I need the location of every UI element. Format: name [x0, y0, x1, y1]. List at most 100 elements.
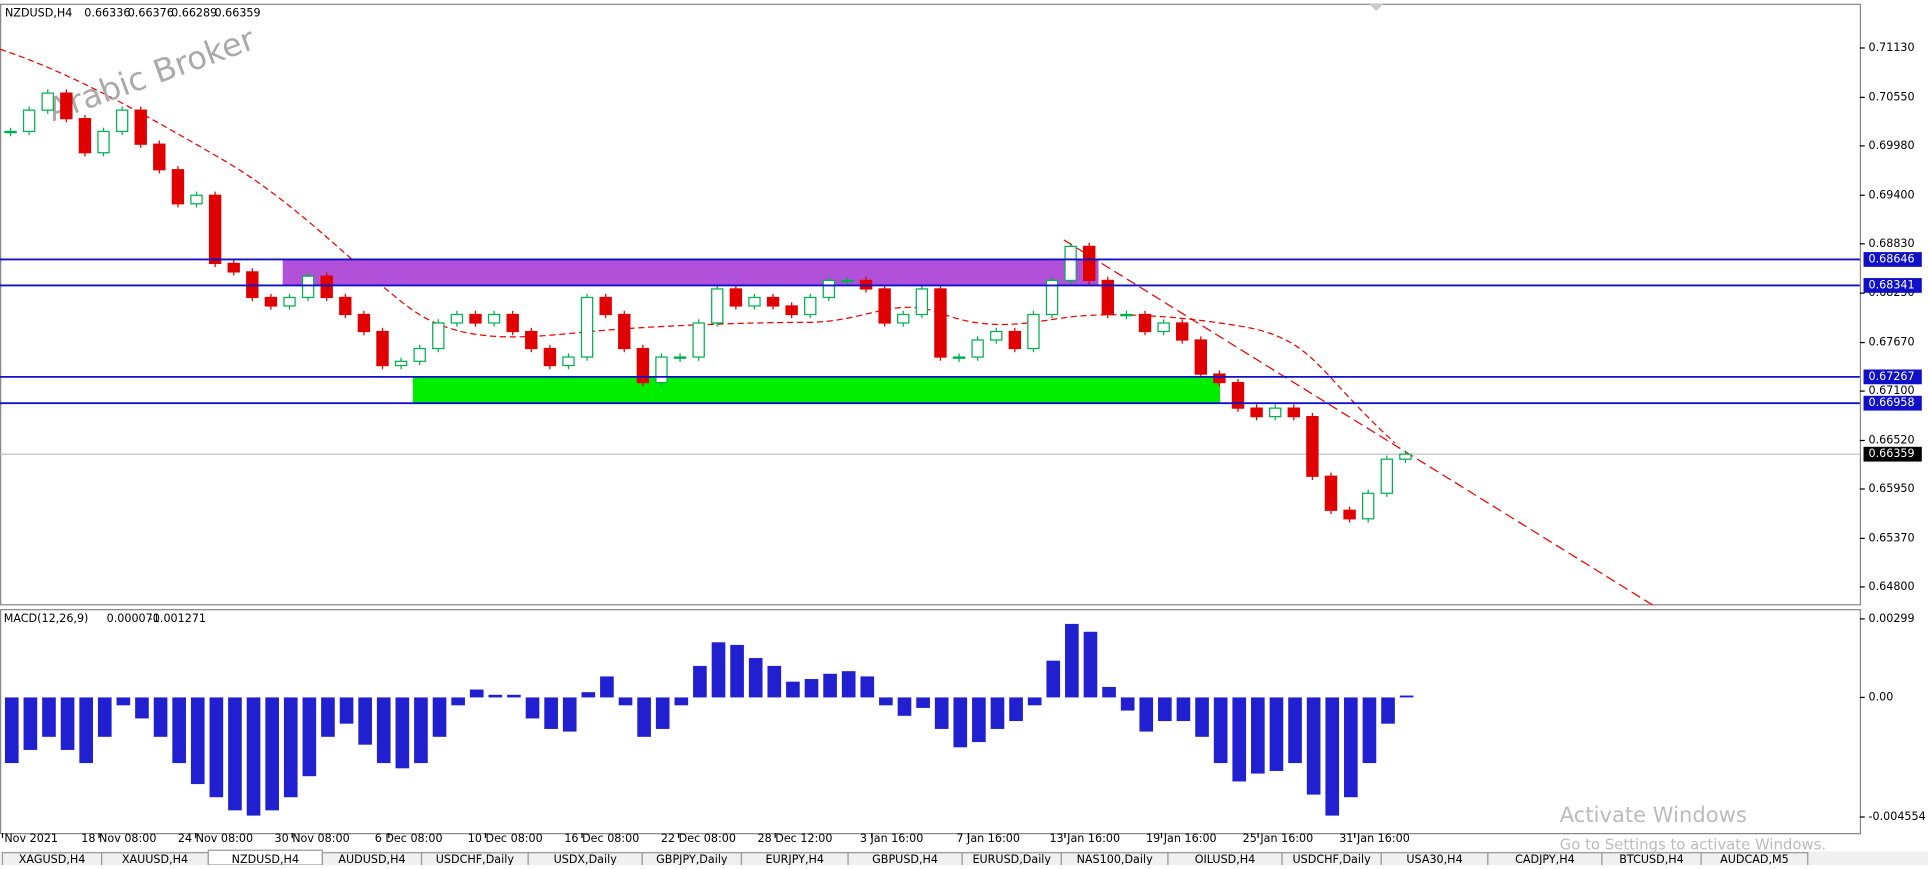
macd-bar	[339, 697, 354, 724]
candle	[1399, 450, 1412, 463]
candle-body	[1250, 407, 1263, 418]
macd-bar	[469, 689, 484, 698]
candle-body	[655, 356, 668, 384]
candle-body	[1120, 313, 1133, 317]
candle-body	[562, 356, 575, 367]
scroll-marker	[1368, 3, 1384, 12]
level-label: 0.67267	[1868, 370, 1914, 383]
candle-body	[543, 347, 557, 367]
candle-body	[1287, 407, 1301, 418]
macd-bar	[246, 697, 261, 816]
candle-body	[41, 92, 54, 111]
macd-bar	[934, 697, 949, 729]
candle	[562, 353, 575, 370]
candle-body	[394, 360, 408, 367]
candle	[1157, 319, 1170, 336]
candle	[301, 272, 315, 302]
tab-label[interactable]: AUDUSD,H4	[338, 853, 405, 866]
tab-label[interactable]: BTCUSD,H4	[1619, 853, 1683, 866]
tab-label[interactable]: GBPJPY,Daily	[656, 853, 728, 866]
macd-bar	[1325, 697, 1340, 816]
macd-bar	[1102, 686, 1116, 698]
tab-label[interactable]: NAS100,Daily	[1077, 853, 1154, 866]
macd-bar	[1344, 697, 1358, 798]
candle-body	[878, 288, 891, 324]
candle	[487, 310, 501, 327]
macd-bar	[209, 697, 224, 798]
candle	[339, 293, 352, 319]
candle-body	[506, 313, 519, 333]
candle-body	[766, 296, 780, 307]
macd-bar	[1083, 631, 1098, 698]
candle-body	[897, 313, 910, 324]
tab-label[interactable]: OILUSD,H4	[1195, 853, 1256, 866]
candle-body	[357, 313, 371, 333]
candle	[971, 336, 984, 361]
trend-line	[1063, 239, 1656, 608]
macd-bar	[153, 697, 168, 737]
candle	[1287, 404, 1301, 421]
candle-body	[952, 356, 966, 359]
time-label: 19 Jan 16:00	[1146, 832, 1217, 845]
macd-bar	[600, 676, 614, 698]
candle-body	[636, 347, 650, 384]
candle-body	[1083, 245, 1096, 282]
tab-label[interactable]: CADJPY,H4	[1515, 853, 1575, 866]
tab-label[interactable]: XAUUSD,H4	[122, 853, 188, 866]
macd-bar	[860, 676, 875, 698]
candle	[990, 327, 1003, 344]
candle	[432, 319, 445, 353]
macd-bar	[507, 694, 521, 698]
candle-body	[134, 109, 147, 145]
candle-body	[320, 275, 333, 299]
candle	[525, 327, 538, 353]
candle-body	[4, 130, 17, 134]
tab-label[interactable]: USDCHF,Daily	[1293, 853, 1372, 866]
macd-bar	[693, 665, 707, 698]
candle-body	[729, 288, 743, 307]
candle-body	[1064, 245, 1077, 282]
tab-label[interactable]: NZDUSD,H4	[232, 853, 299, 866]
candle-body	[748, 296, 761, 307]
level-tag	[1863, 278, 1922, 293]
candle	[506, 310, 519, 336]
tab-label[interactable]: XAGUSD,H4	[19, 853, 86, 866]
time-label: 16 Dec 08:00	[564, 832, 639, 845]
time-label: 31 Jan 16:00	[1339, 832, 1410, 845]
candle	[1250, 404, 1263, 421]
time-label: 12 Nov 2021	[0, 832, 58, 845]
time-label: 10 Dec 08:00	[468, 832, 543, 845]
candle	[4, 127, 17, 137]
macd-bar	[711, 642, 726, 698]
tab-label[interactable]: EURUSD,Daily	[972, 853, 1051, 866]
tab-label[interactable]: AUDCAD,M5	[1720, 853, 1789, 866]
header-symbol: NZDUSD,H4	[5, 7, 72, 20]
macd-bar	[321, 697, 335, 737]
tab-label[interactable]: GBPUSD,H4	[872, 853, 938, 866]
candle	[915, 285, 929, 319]
activation-subtitle: Go to Settings to activate Windows.	[1560, 836, 1826, 853]
tab-label[interactable]: USDX,Daily	[554, 853, 618, 866]
candle-body	[1380, 458, 1393, 494]
macd-bar	[135, 697, 149, 719]
macd-bar	[1251, 697, 1265, 774]
tab-label[interactable]: USA30,H4	[1406, 853, 1462, 866]
macd-bar	[432, 697, 447, 737]
candle-body	[1157, 322, 1170, 333]
candle	[1231, 378, 1245, 412]
macd-bar	[953, 697, 968, 748]
macd-bar	[283, 697, 298, 798]
candle	[320, 272, 333, 302]
candle	[841, 276, 854, 286]
candle-body	[78, 118, 92, 154]
macd-bar	[804, 679, 819, 698]
candle-body	[450, 313, 464, 324]
candle-body	[60, 92, 73, 120]
tab-label[interactable]: EURJPY,H4	[765, 853, 824, 866]
header-low: 0.66289	[171, 7, 217, 20]
macd-bar	[1176, 697, 1191, 722]
macd-bar	[990, 697, 1005, 729]
tab-label[interactable]: USDCHF,Daily	[436, 853, 515, 866]
candle-body	[804, 296, 817, 316]
macd-bar	[302, 697, 317, 777]
